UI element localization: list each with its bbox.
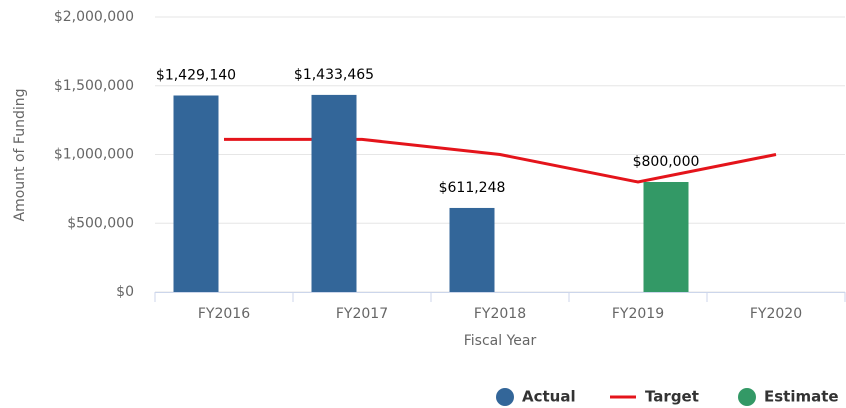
bar bbox=[311, 94, 357, 292]
value-label: $1,429,140 bbox=[156, 67, 236, 83]
legend-label: Actual bbox=[522, 388, 576, 406]
legend-label: Estimate bbox=[764, 388, 839, 406]
bar bbox=[173, 95, 219, 292]
legend-symbol bbox=[496, 388, 514, 406]
x-tick-label: FY2018 bbox=[474, 306, 526, 322]
value-label: $800,000 bbox=[633, 154, 700, 170]
y-axis-title: Amount of Funding bbox=[12, 89, 28, 222]
bar bbox=[449, 207, 495, 292]
x-tick-label: FY2019 bbox=[612, 306, 664, 322]
x-tick-label: FY2020 bbox=[750, 306, 802, 322]
bar bbox=[643, 182, 689, 292]
value-label: $1,433,465 bbox=[294, 67, 374, 83]
y-tick-label: $500,000 bbox=[67, 215, 134, 231]
y-tick-label: $2,000,000 bbox=[54, 9, 134, 25]
y-tick-label: $1,000,000 bbox=[54, 147, 134, 163]
y-tick-label: $0 bbox=[116, 284, 134, 300]
x-tick-label: FY2016 bbox=[198, 306, 250, 322]
x-axis-title: Fiscal Year bbox=[464, 333, 537, 349]
x-tick-label: FY2017 bbox=[336, 306, 388, 322]
legend-symbol bbox=[738, 388, 756, 406]
y-tick-label: $1,500,000 bbox=[54, 78, 134, 94]
legend-label: Target bbox=[645, 388, 699, 406]
value-label: $611,248 bbox=[439, 180, 506, 196]
